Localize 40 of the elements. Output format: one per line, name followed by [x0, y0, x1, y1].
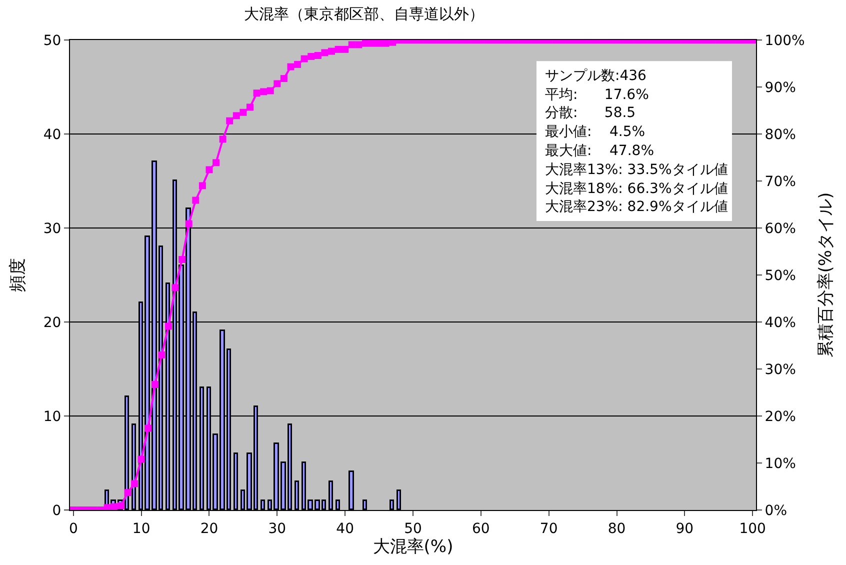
- x-tick-label: 50: [404, 520, 422, 537]
- y2-tick-label: 30%: [764, 362, 796, 378]
- y2-tick-label: 100%: [764, 32, 805, 49]
- y2-tick-label: 80%: [764, 126, 796, 143]
- y-axis-title: 頻度: [8, 258, 28, 292]
- x-axis-title: 大混率(%): [372, 536, 454, 557]
- x-tick-label: 70: [540, 520, 558, 537]
- x-tick-label: 40: [336, 520, 354, 537]
- y2-tick-label: 20%: [764, 408, 796, 425]
- y-tick-label: 0: [52, 502, 62, 519]
- y2-tick-label: 70%: [764, 174, 796, 190]
- annotation: 大混率18%: 66.3%タイル値: [545, 181, 728, 197]
- y2-axis-title: 累積百分率(%タイル): [816, 192, 836, 358]
- annotation: 分散: 58.5: [545, 105, 636, 121]
- y2-tick-label: 40%: [764, 314, 796, 331]
- y-tick-label: 50: [43, 32, 62, 49]
- x-tick-label: 80: [608, 520, 626, 537]
- y-tick-label: 30: [43, 220, 62, 237]
- annotation: 最小値: 4.5%: [545, 124, 646, 140]
- x-tick-label: 10: [132, 520, 150, 537]
- x-tick-label: 30: [268, 520, 286, 537]
- y-tick-label: 20: [43, 314, 62, 331]
- y2-tick-label: 50%: [764, 268, 796, 284]
- x-tick-label: 20: [200, 520, 218, 537]
- annotation: 平均: 17.6%: [545, 87, 649, 103]
- y2-tick-label: 10%: [764, 456, 796, 472]
- annotation: 大混率23%: 82.9%タイル値: [545, 199, 728, 215]
- x-tick-label: 60: [472, 520, 490, 537]
- chart-title: 大混率（東京都区部、自専道以外）: [244, 4, 484, 23]
- x-tick-label: 90: [676, 520, 694, 537]
- annotation: 最大値: 47.8%: [545, 143, 654, 159]
- y-tick-label: 40: [43, 126, 62, 143]
- y-tick-label: 10: [43, 408, 62, 425]
- annotation: サンプル数:436: [545, 68, 647, 84]
- annotation: 大混率13%: 33.5%タイル値: [545, 162, 728, 178]
- x-tick-label: 100: [739, 520, 766, 537]
- y2-tick-label: 60%: [764, 220, 796, 237]
- x-tick-label: 0: [68, 520, 78, 537]
- y2-tick-label: 0%: [764, 502, 788, 519]
- y2-tick-label: 90%: [764, 80, 796, 96]
